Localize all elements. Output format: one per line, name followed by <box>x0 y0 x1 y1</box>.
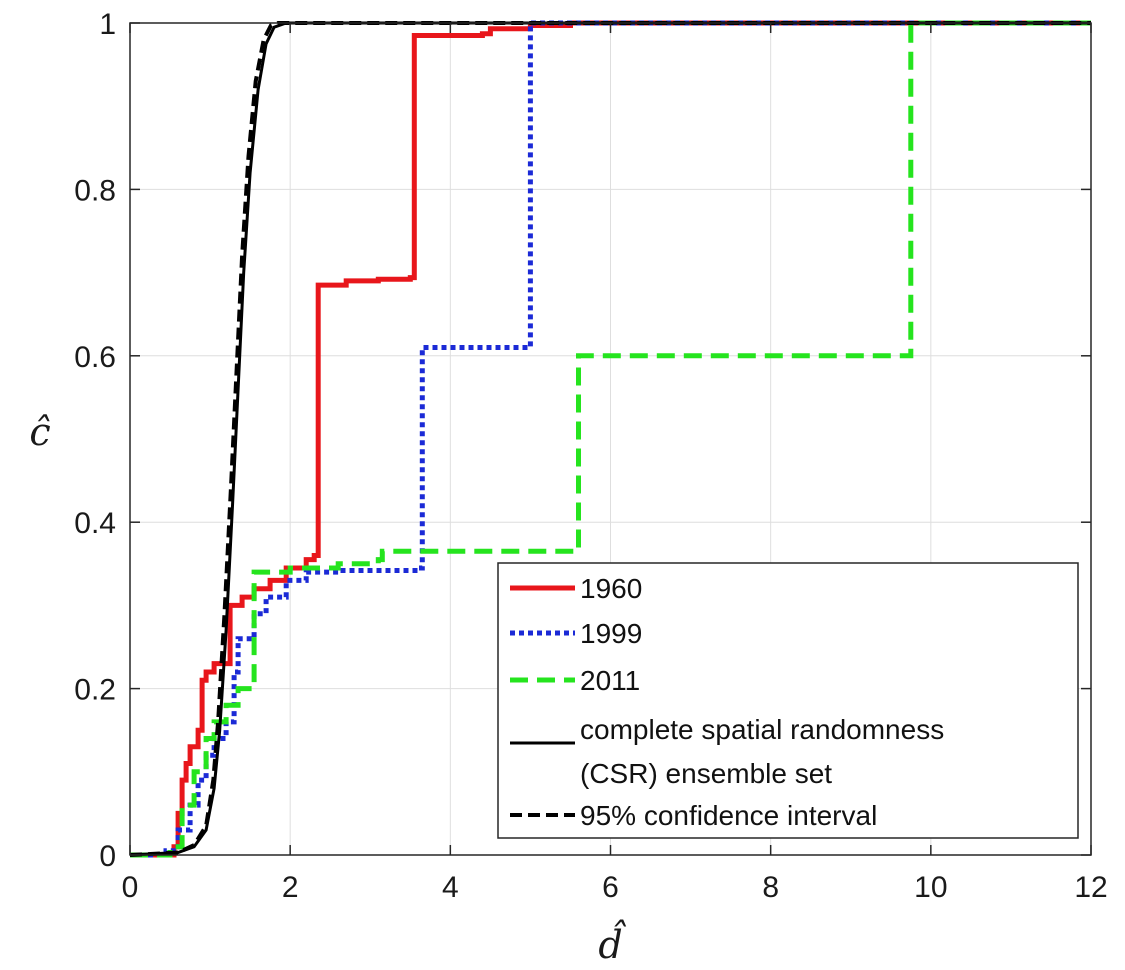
plot-series <box>129 20 1091 858</box>
x-tick-label: 12 <box>1074 871 1107 904</box>
legend-label-5: 95% confidence interval <box>580 800 877 831</box>
x-tick-label: 4 <box>442 871 459 904</box>
y-tick-label: 0.8 <box>74 174 116 207</box>
legend-label-4: complete spatial randomness <box>580 714 944 745</box>
x-tick-label: 6 <box>602 871 619 904</box>
y-axis-label: ĉ <box>29 410 50 454</box>
y-tick-label: 0 <box>99 840 116 873</box>
legend-label-2: 1999 <box>580 618 642 649</box>
ticks: 0 2 4 6 8 10 12 0 0.2 0.4 0.6 0.8 1 <box>74 8 1107 904</box>
legend-box <box>497 562 1079 839</box>
y-tick-label: 0.4 <box>74 507 116 540</box>
legend-label-1: 1960 <box>580 573 642 604</box>
x-tick-label: 2 <box>282 871 299 904</box>
legend-label-3: 2011 <box>580 665 640 696</box>
legend-label-4: (CSR) ensemble set <box>580 758 832 789</box>
series-line-1 <box>130 20 1091 858</box>
y-tick-label: 0.2 <box>74 674 116 707</box>
x-tick-label: 8 <box>762 871 779 904</box>
series-line-4 <box>129 21 1091 857</box>
x-tick-label: 10 <box>914 871 947 904</box>
y-tick-label: 1 <box>99 8 116 41</box>
y-tick-label: 0.6 <box>74 341 116 374</box>
series-line-5 <box>129 21 1091 857</box>
series-line-3 <box>130 20 1091 858</box>
legend: 1960 1999 2011 complete spatial randomness (… <box>497 562 1079 839</box>
x-tick-label: 0 <box>122 871 139 904</box>
x-axis-label: d̂ <box>598 920 627 967</box>
